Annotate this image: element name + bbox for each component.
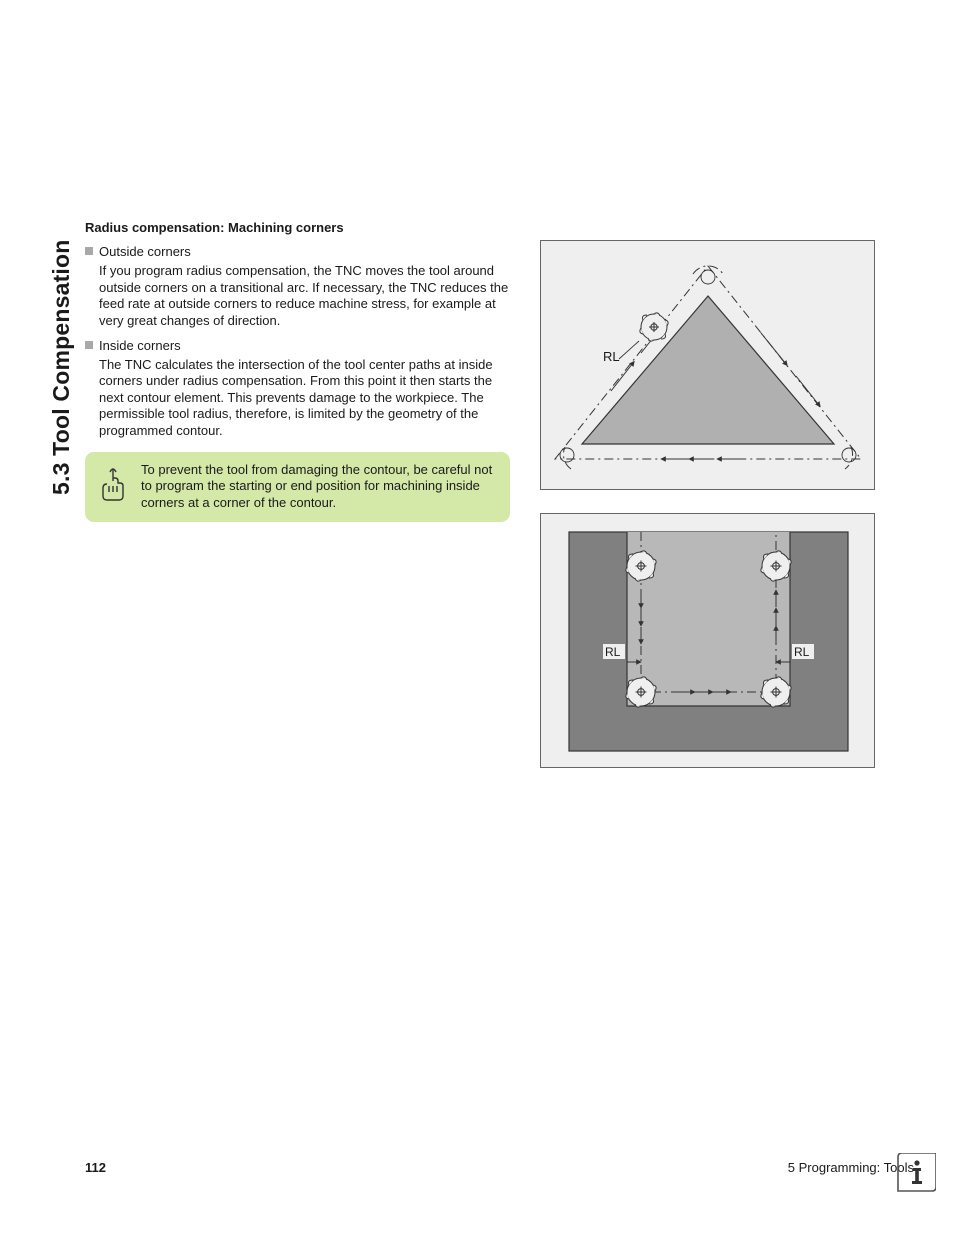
section-title-vertical: 5.3 Tool Compensation	[48, 239, 75, 495]
info-icon	[894, 1153, 936, 1195]
body-content: Radius compensation: Machining corners O…	[85, 220, 515, 522]
figure-inside-corners: RL RL	[540, 513, 875, 768]
label-rl-left: RL	[605, 645, 621, 659]
list-item-title: Inside corners	[99, 338, 181, 353]
subsection-heading: Radius compensation: Machining corners	[85, 220, 515, 235]
hand-pointing-icon	[97, 464, 129, 509]
page-footer: 112 5 Programming: Tools	[85, 1160, 914, 1175]
figure-outside-corners: RL	[540, 240, 875, 490]
caution-note: To prevent the tool from damaging the co…	[85, 452, 510, 522]
list-item-body: If you program radius compensation, the …	[99, 263, 515, 330]
square-bullet-icon	[85, 247, 93, 255]
list-item: Outside corners If you program radius co…	[85, 243, 515, 330]
label-rl: RL	[603, 349, 620, 364]
list-item-title: Outside corners	[99, 244, 191, 259]
list-item: Inside corners The TNC calculates the in…	[85, 337, 515, 440]
label-rl-right: RL	[794, 645, 810, 659]
page-number: 112	[85, 1160, 106, 1175]
list-item-body: The TNC calculates the intersection of t…	[99, 357, 515, 440]
note-text: To prevent the tool from damaging the co…	[141, 462, 496, 512]
square-bullet-icon	[85, 341, 93, 349]
